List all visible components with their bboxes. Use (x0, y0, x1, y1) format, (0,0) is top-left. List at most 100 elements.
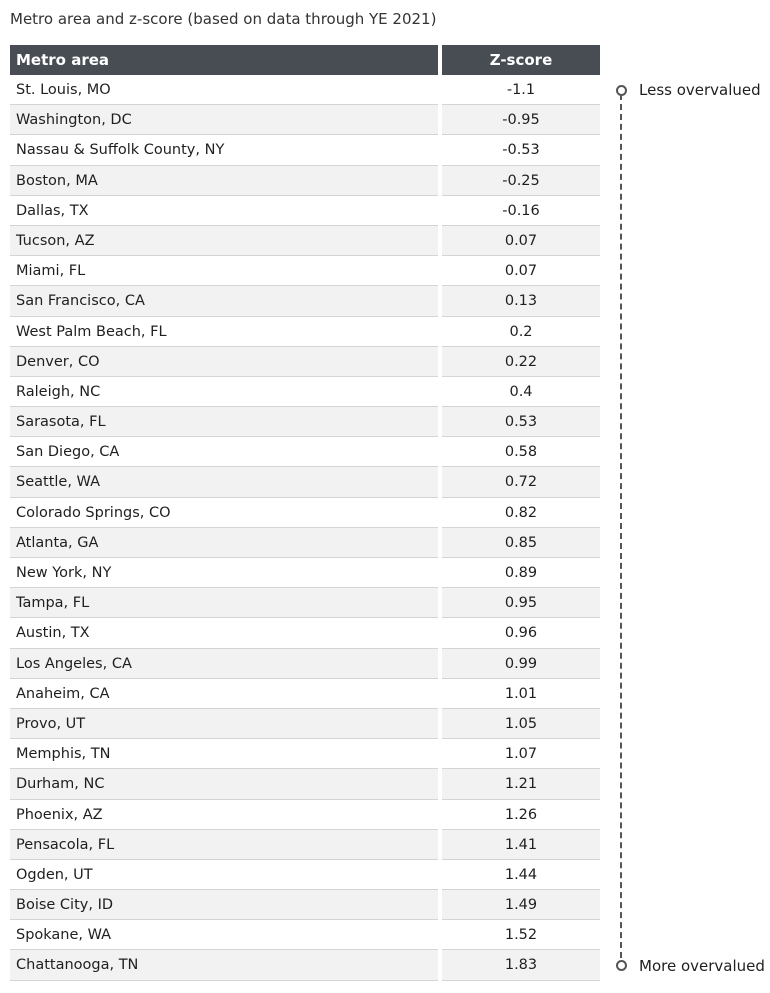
header-metro-area: Metro area (10, 45, 438, 75)
table-row: Sarasota, FL 0.53 (10, 407, 600, 438)
metro-area-cell: Sarasota, FL (10, 407, 438, 438)
z-score-cell: 1.21 (442, 769, 600, 800)
table-row: Atlanta, GA 0.85 (10, 527, 600, 558)
metro-area-cell: Chattanooga, TN (10, 950, 438, 981)
scale-top-label: Less overvalued (639, 81, 761, 99)
overvaluation-scale: Less overvalued More overvalued (612, 80, 770, 980)
scale-dashed-line (620, 94, 622, 968)
z-score-cell: 1.07 (442, 739, 600, 770)
table-row: Durham, NC 1.21 (10, 769, 600, 800)
metro-area-cell: Memphis, TN (10, 739, 438, 770)
scale-bottom-label: More overvalued (639, 957, 765, 975)
z-score-cell: 0.13 (442, 286, 600, 317)
table-body: St. Louis, MO -1.1 Washington, DC -0.95 Nass… (10, 75, 600, 981)
z-score-cell: 1.83 (442, 950, 600, 981)
metro-area-cell: Denver, CO (10, 346, 438, 377)
table-row: Seattle, WA 0.72 (10, 467, 600, 498)
table-row: Provo, UT 1.05 (10, 708, 600, 740)
table-row: Boston, MA -0.25 (10, 165, 600, 196)
z-score-cell: 0.95 (442, 588, 600, 619)
table-row: West Palm Beach, FL 0.2 (10, 316, 600, 347)
z-score-cell: 0.82 (442, 497, 600, 528)
z-score-cell: 1.01 (442, 678, 600, 709)
metro-area-cell: Boise City, ID (10, 890, 438, 921)
metro-area-cell: Raleigh, NC (10, 376, 438, 408)
z-score-cell: 0.58 (442, 437, 600, 468)
table-row: Phoenix, AZ 1.26 (10, 799, 600, 830)
metro-area-cell: Nassau & Suffolk County, NY (10, 135, 438, 166)
table-row: Nassau & Suffolk County, NY -0.53 (10, 135, 600, 166)
metro-area-cell: West Palm Beach, FL (10, 316, 438, 347)
table-row: Raleigh, NC 0.4 (10, 376, 600, 408)
table-row: Tucson, AZ 0.07 (10, 225, 600, 257)
z-score-cell: 0.72 (442, 467, 600, 498)
metro-area-cell: Tampa, FL (10, 588, 438, 619)
table-row: Colorado Springs, CO 0.82 (10, 497, 600, 528)
table-header-row: Metro area Z-score (10, 45, 600, 75)
z-score-cell: 0.07 (442, 256, 600, 287)
table-row: Chattanooga, TN 1.83 (10, 950, 600, 981)
z-score-cell: 1.05 (442, 708, 600, 740)
table-row: Tampa, FL 0.95 (10, 588, 600, 619)
metro-area-cell: Ogden, UT (10, 859, 438, 891)
z-score-cell: 1.41 (442, 829, 600, 860)
table-row: Dallas, TX -0.16 (10, 195, 600, 226)
metro-area-cell: Provo, UT (10, 708, 438, 740)
metro-area-cell: Pensacola, FL (10, 829, 438, 860)
table-row: Memphis, TN 1.07 (10, 739, 600, 770)
table-row: St. Louis, MO -1.1 (10, 75, 600, 106)
z-score-cell: 0.22 (442, 346, 600, 377)
table-row: Washington, DC -0.95 (10, 105, 600, 136)
z-score-cell: 0.99 (442, 648, 600, 679)
table-row: San Diego, CA 0.58 (10, 437, 600, 468)
metro-area-cell: Miami, FL (10, 256, 438, 287)
z-score-cell: 1.26 (442, 799, 600, 830)
z-score-cell: -0.53 (442, 135, 600, 166)
z-score-cell: 1.52 (442, 920, 600, 951)
table-row: Denver, CO 0.22 (10, 346, 600, 377)
table-row: Los Angeles, CA 0.99 (10, 648, 600, 679)
z-score-cell: -0.25 (442, 165, 600, 196)
z-score-cell: 0.89 (442, 558, 600, 589)
z-score-cell: 1.44 (442, 859, 600, 891)
metro-area-cell: San Diego, CA (10, 437, 438, 468)
metro-area-cell: Tucson, AZ (10, 225, 438, 257)
table-row: Ogden, UT 1.44 (10, 859, 600, 891)
z-score-cell: 0.07 (442, 225, 600, 257)
z-score-cell: 0.2 (442, 316, 600, 347)
metro-area-cell: Washington, DC (10, 105, 438, 136)
z-score-cell: 0.96 (442, 618, 600, 649)
table-row: Miami, FL 0.07 (10, 256, 600, 287)
table-row: Austin, TX 0.96 (10, 618, 600, 649)
table-row: Spokane, WA 1.52 (10, 920, 600, 951)
metro-area-cell: Seattle, WA (10, 467, 438, 498)
z-score-cell: -0.95 (442, 105, 600, 136)
metro-area-cell: Austin, TX (10, 618, 438, 649)
scale-top-marker-icon (616, 85, 627, 96)
chart-title: Metro area and z-score (based on data th… (10, 10, 437, 28)
metro-area-cell: San Francisco, CA (10, 286, 438, 317)
scale-bottom-marker-icon (616, 960, 627, 971)
z-score-cell: 0.85 (442, 527, 600, 558)
z-score-cell: 1.49 (442, 890, 600, 921)
z-score-cell: 0.4 (442, 376, 600, 408)
table-row: San Francisco, CA 0.13 (10, 286, 600, 317)
metro-area-cell: St. Louis, MO (10, 75, 438, 106)
metro-area-cell: Colorado Springs, CO (10, 497, 438, 528)
zscore-table: Metro area Z-score St. Louis, MO -1.1 Wash… (10, 45, 600, 981)
z-score-cell: -0.16 (442, 195, 600, 226)
metro-area-cell: Los Angeles, CA (10, 648, 438, 679)
table-row: Pensacola, FL 1.41 (10, 829, 600, 860)
z-score-cell: 0.53 (442, 407, 600, 438)
metro-area-cell: Durham, NC (10, 769, 438, 800)
metro-area-cell: Atlanta, GA (10, 527, 438, 558)
header-z-score: Z-score (442, 45, 600, 75)
table-row: New York, NY 0.89 (10, 558, 600, 589)
metro-area-cell: Boston, MA (10, 165, 438, 196)
z-score-cell: -1.1 (442, 75, 600, 106)
metro-area-cell: Spokane, WA (10, 920, 438, 951)
metro-area-cell: New York, NY (10, 558, 438, 589)
metro-area-cell: Anaheim, CA (10, 678, 438, 709)
table-row: Boise City, ID 1.49 (10, 890, 600, 921)
table-row: Anaheim, CA 1.01 (10, 678, 600, 709)
